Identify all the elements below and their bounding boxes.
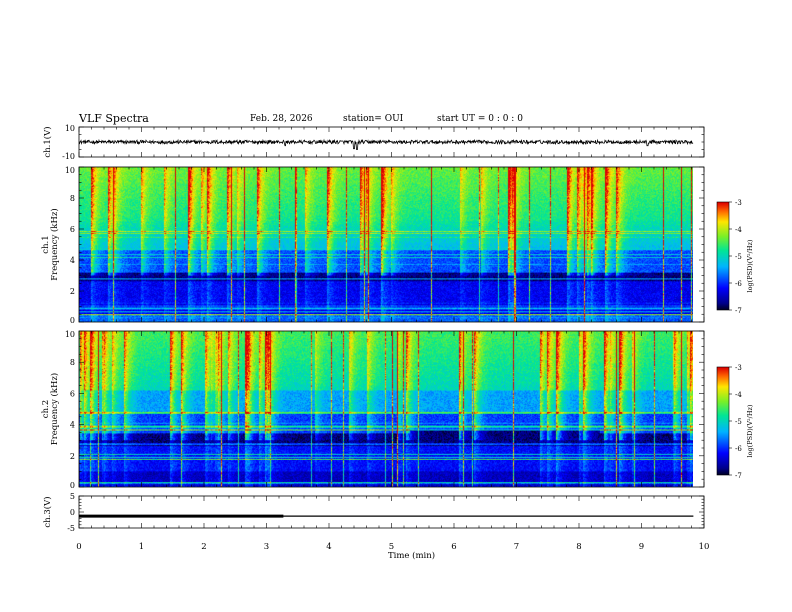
y-tick-label: 0: [70, 316, 75, 325]
x-tick-label: 0: [76, 542, 81, 552]
y-tick-label: 2: [70, 287, 75, 296]
colorbar-title: log(PSD)(V²/Hz): [746, 239, 754, 292]
colorbar-tick-label: -7: [735, 472, 742, 480]
ch2-spectrogram-image: [79, 331, 693, 487]
y-tick-label: 0: [70, 508, 75, 517]
panel-title: ch.2: [41, 400, 51, 418]
y-tick-label: 8: [70, 358, 75, 367]
plot-title: VLF Spectra: [79, 112, 149, 125]
y-tick-label: 4: [70, 421, 75, 430]
y-tick-label: 6: [70, 225, 75, 234]
x-tick-label: 10: [699, 542, 710, 552]
y-tick-label: 4: [70, 256, 75, 265]
y-axis-title: ch.3(V): [42, 496, 53, 527]
x-tick-label: 8: [576, 542, 581, 552]
x-tick-label: 6: [451, 542, 456, 552]
x-tick-label: 3: [264, 542, 269, 552]
x-tick-label: 5: [389, 542, 394, 552]
colorbar-tick-label: -3: [735, 199, 742, 207]
ch1-colorbar: [717, 202, 729, 310]
colorbar-tick-label: -6: [735, 280, 742, 288]
x-tick-label: 2: [201, 542, 206, 552]
y-tick-label: 6: [70, 389, 75, 398]
y-tick-label: 10: [65, 124, 75, 133]
y-tick-label: 0: [70, 481, 75, 490]
ch1-waveform-trace: [78, 138, 694, 150]
panel-title: ch.1: [41, 235, 51, 253]
x-tick-label: 4: [326, 542, 331, 552]
y-axis-title: ch.1(V): [42, 126, 53, 157]
x-tick-label: 7: [514, 542, 519, 552]
y-tick-label: 2: [70, 452, 75, 461]
y-tick-label: 10: [65, 166, 75, 175]
colorbar-title: log(PSD)(V²/Hz): [746, 404, 754, 457]
y-axis-title: Frequency (kHz): [49, 373, 60, 445]
y-tick-label: 10: [65, 330, 75, 339]
colorbar-tick-label: -4: [735, 391, 742, 399]
x-axis-title: Time (min): [388, 550, 435, 561]
colorbar-tick-label: -5: [735, 418, 742, 426]
x-tick-label: 1: [139, 542, 144, 552]
axis-ticks: [78, 126, 732, 529]
ch1-spectrogram-image: [79, 167, 693, 322]
start-time-label: start UT = 0 : 0 : 0: [437, 114, 523, 124]
y-tick-label: -5: [67, 524, 75, 533]
y-tick-label: 8: [70, 194, 75, 203]
colorbar-tick-label: -7: [735, 307, 742, 315]
ch2-colorbar: [717, 367, 729, 475]
y-axis-title: Frequency (kHz): [49, 208, 60, 280]
colorbar-tick-label: -4: [735, 226, 742, 234]
colorbar-tick-label: -6: [735, 445, 742, 453]
station-label: station= OUI: [343, 114, 404, 124]
colorbar-tick-label: -3: [735, 364, 742, 372]
colorbar-tick-label: -5: [735, 253, 742, 261]
x-tick-label: 9: [639, 542, 644, 552]
date-label: Feb. 28, 2026: [250, 114, 313, 124]
y-tick-label: -10: [62, 152, 75, 161]
y-tick-label: 5: [70, 492, 75, 501]
